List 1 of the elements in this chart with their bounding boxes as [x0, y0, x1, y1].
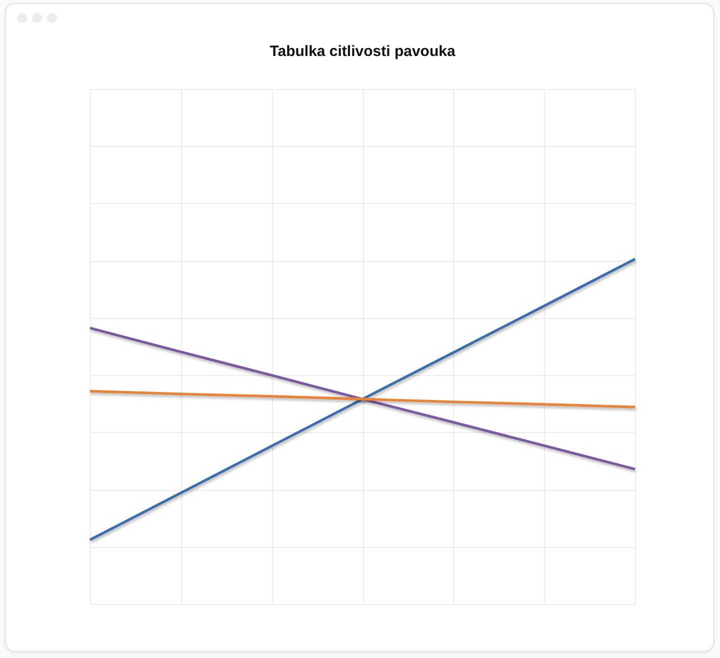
chart-title: Tabulka citlivosti pavouka — [270, 43, 456, 60]
